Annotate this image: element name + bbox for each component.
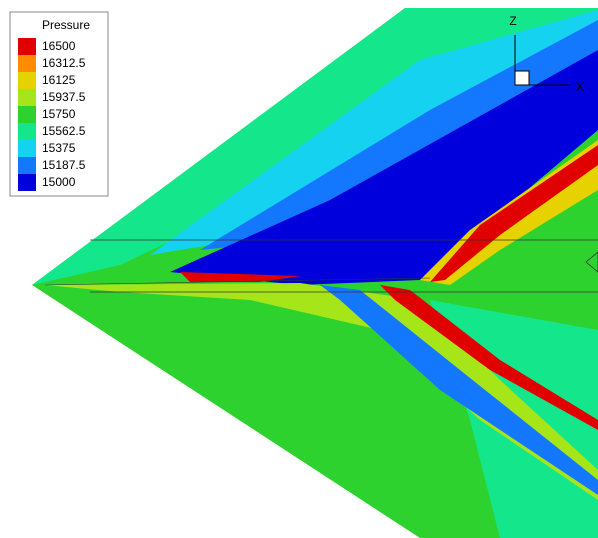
legend-label: 16312.5 [42, 56, 86, 70]
outline [44, 277, 431, 286]
z-label: Z [509, 14, 516, 28]
legend-swatch [18, 72, 36, 89]
legend-label: 16125 [42, 73, 76, 87]
legend-label: 15937.5 [42, 90, 86, 104]
legend-swatch [18, 174, 36, 191]
legend-label: 15750 [42, 107, 76, 121]
triad-box [514, 70, 530, 86]
legend-swatch [18, 55, 36, 72]
streak-blue [320, 285, 598, 495]
outline-marker [585, 251, 598, 273]
legend-swatch [18, 123, 36, 140]
band-cyan [150, 10, 598, 255]
legend-swatch [18, 157, 36, 174]
streak-leading [180, 272, 300, 282]
legend-label: 15375 [42, 141, 76, 155]
legend-swatch [18, 38, 36, 55]
legend-label: 16500 [42, 39, 76, 53]
legend-label: 15187.5 [42, 158, 86, 172]
legend: Pressure 16500 16312.5 16125 15937.5 15750 15… [9, 11, 109, 197]
axis-triad: Z X [509, 14, 584, 94]
legend-swatch [18, 140, 36, 157]
band-dark-blue [170, 50, 598, 285]
band-red [430, 145, 598, 282]
streak-red [380, 285, 598, 430]
legend-swatch [18, 106, 36, 123]
legend-swatch [18, 89, 36, 106]
band-yellowgreen [45, 283, 598, 500]
band-blue [200, 20, 598, 250]
legend-label: 15562.5 [42, 124, 86, 138]
legend-title: Pressure [42, 18, 90, 32]
legend-label: 15000 [42, 175, 76, 189]
x-label: X [576, 80, 584, 94]
contour-field [32, 8, 598, 538]
